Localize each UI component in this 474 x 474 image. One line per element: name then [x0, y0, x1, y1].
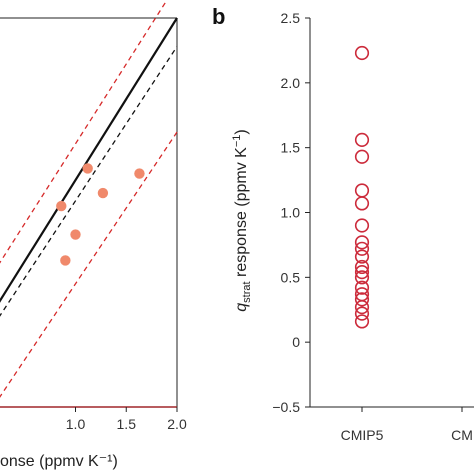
panel-b-data-marker — [354, 149, 370, 164]
panel-b-data-marker — [354, 259, 370, 275]
panel-b-data-marker — [354, 45, 370, 61]
panel-b-data-marker — [354, 132, 370, 147]
panel-b-y-tick-label: 0 — [292, 334, 300, 350]
panel-b-data-marker — [354, 235, 370, 250]
panel-a-x-tick-label: 1.0 — [66, 416, 86, 432]
panel-b-x-category-label: CM — [451, 427, 473, 443]
panel-b-data-marker — [354, 292, 370, 307]
panel-a-line-lower-bound — [0, 131, 178, 398]
panel-b-y-tick-label: 1.0 — [281, 205, 301, 221]
panel-b-data-marker — [354, 196, 370, 211]
panel-b-y-tick-label: 2.0 — [281, 75, 301, 91]
panel-b-data-marker — [354, 270, 370, 285]
panel-a-data-point — [82, 163, 93, 174]
panel-b-x-category-label: CMIP5 — [341, 427, 384, 443]
panel-a-data-point — [70, 229, 81, 240]
panel-b-dot-plot: −0.5 0 0.5 1.0 1.5 2.0 2.5 CMIP5 CM qstrat respon… — [231, 10, 474, 443]
panel-b-y-tick-label: 0.5 — [281, 269, 301, 285]
panel-b-data-marker — [354, 241, 370, 256]
panel-b-data-marker — [354, 300, 370, 315]
panel-b-y-axis-title: qstrat response (ppmv K−1) — [231, 129, 253, 311]
panel-a-data-point — [134, 168, 145, 179]
panel-a-x-tick-label: 1.5 — [117, 416, 137, 432]
panel-b-data-marker — [354, 306, 370, 321]
panel-a-line-upper-bound — [0, 0, 168, 264]
panel-b-y-tick-label: −0.5 — [272, 399, 300, 415]
panel-b-data-marker — [354, 218, 370, 233]
panel-a-x-axis-title: onse (ppmv K⁻¹) — [0, 453, 118, 470]
panel-b-label: b — [212, 4, 225, 29]
panel-a-x-tick-label: 2.0 — [167, 416, 187, 432]
panel-a-line-regression — [0, 46, 178, 317]
panel-b-data-marker — [354, 314, 370, 329]
panel-a-scatter-plot: 1.0 1.5 2.0 onse (ppmv K⁻¹) — [0, 0, 187, 470]
panel-b-y-tick-label: 1.5 — [281, 140, 301, 156]
panel-a-data-point — [56, 200, 67, 212]
panel-a-data-point — [97, 187, 109, 199]
panel-b-data-marker — [354, 183, 370, 198]
panel-a-data-point — [60, 255, 71, 266]
panel-b-y-tick-label: 2.5 — [281, 10, 301, 26]
panel-a-line-one-to-one — [0, 17, 178, 303]
panel-b-data-marker — [354, 280, 370, 295]
panel-b-data-marker — [354, 265, 370, 280]
panel-b-data-marker — [354, 249, 370, 264]
